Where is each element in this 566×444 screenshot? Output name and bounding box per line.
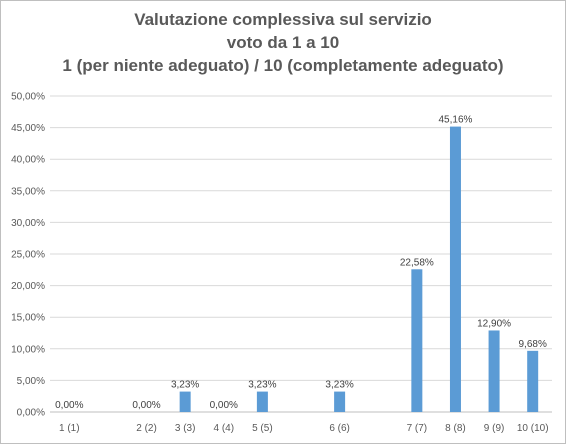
y-tick-label: 0,00% xyxy=(17,408,45,419)
bar xyxy=(411,269,423,412)
x-tick-label: 2 (2) xyxy=(136,423,157,434)
y-tick-label: 50,00% xyxy=(11,92,45,103)
data-label: 3,23% xyxy=(248,380,276,391)
data-label: 12,90% xyxy=(477,318,511,329)
data-label: 9,68% xyxy=(519,339,547,350)
x-tick-label: 4 (4) xyxy=(213,423,234,434)
data-label: 0,00% xyxy=(55,400,83,411)
y-tick-label: 45,00% xyxy=(11,123,45,134)
y-tick-label: 25,00% xyxy=(11,250,45,261)
x-tick-label: 5 (5) xyxy=(252,423,273,434)
x-tick-label: 1 (1) xyxy=(59,423,80,434)
x-tick-label: 10 (10) xyxy=(517,423,549,434)
y-tick-label: 40,00% xyxy=(11,155,45,166)
data-label: 22,58% xyxy=(400,257,434,268)
x-tick-label: 7 (7) xyxy=(407,423,428,434)
x-tick-label: 9 (9) xyxy=(484,423,505,434)
data-label: 3,23% xyxy=(171,380,199,391)
chart-title-line-2: voto da 1 a 10 xyxy=(226,33,340,52)
bar xyxy=(179,391,191,412)
data-label: 45,16% xyxy=(439,115,473,126)
y-tick-label: 10,00% xyxy=(11,344,45,355)
y-tick-label: 30,00% xyxy=(11,218,45,229)
x-tick-label: 3 (3) xyxy=(175,423,196,434)
bar xyxy=(256,391,268,412)
y-tick-label: 35,00% xyxy=(11,186,45,197)
data-label: 3,23% xyxy=(325,380,353,391)
x-tick-label: 8 (8) xyxy=(445,423,466,434)
chart-title-line-1: Valutazione complessiva sul servizio xyxy=(134,10,432,29)
data-label: 0,00% xyxy=(210,400,238,411)
y-tick-label: 15,00% xyxy=(11,313,45,324)
data-label: 0,00% xyxy=(132,400,160,411)
bar xyxy=(527,350,539,412)
y-tick-label: 5,00% xyxy=(17,376,45,387)
bar xyxy=(449,126,461,412)
x-tick-label: 6 (6) xyxy=(329,423,350,434)
chart-title: Valutazione complessiva sul servizio vot… xyxy=(1,8,565,77)
y-tick-label: 20,00% xyxy=(11,281,45,292)
chart-title-line-3: 1 (per niente adeguato) / 10 (completame… xyxy=(62,56,504,75)
bar xyxy=(488,330,500,412)
bar xyxy=(334,391,346,412)
